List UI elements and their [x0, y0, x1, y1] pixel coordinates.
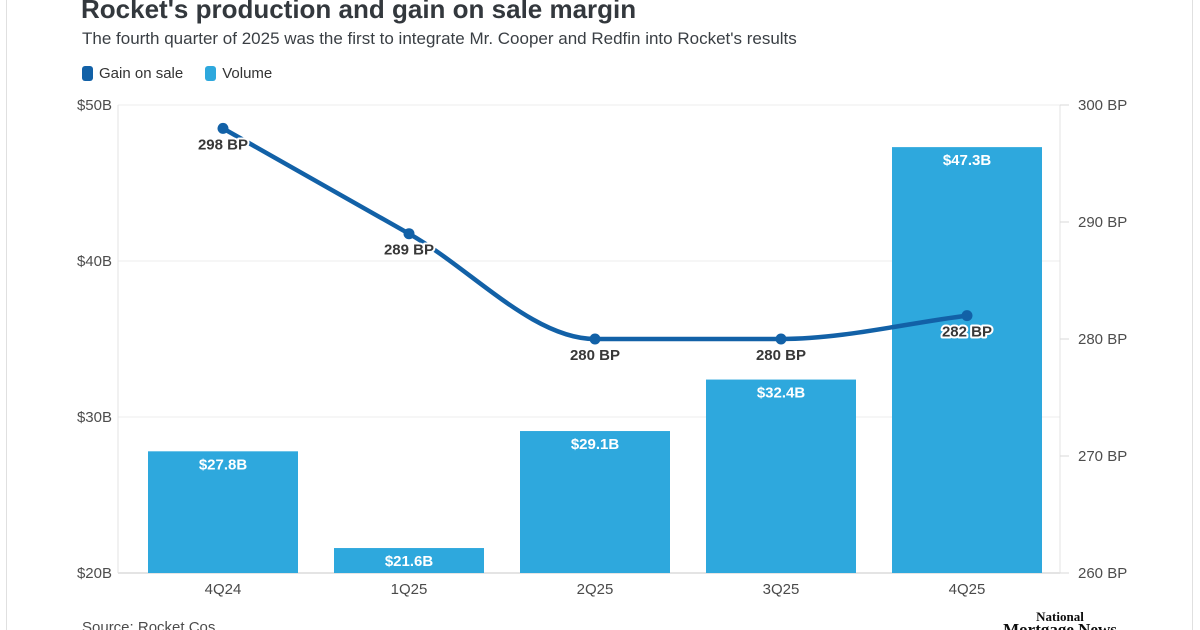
volume-bar [706, 379, 856, 573]
card-left-border [6, 0, 7, 630]
legend-label-volume: Volume [222, 65, 273, 82]
publisher-logo-line2: Mortgage News [1003, 620, 1117, 630]
x-axis-category-label: 4Q25 [949, 581, 986, 598]
gain-on-sale-point [589, 333, 601, 345]
x-axis-category-label: 3Q25 [763, 581, 800, 598]
gain-on-sale-point [961, 310, 973, 322]
left-axis-tick-label: $50B [77, 97, 112, 114]
legend-item-gain-on-sale: Gain on sale [82, 65, 183, 82]
line-value-label: 289 BP [384, 242, 434, 259]
legend-swatch-gain-on-sale [82, 66, 93, 81]
legend-label-gain-on-sale: Gain on sale [99, 65, 184, 82]
volume-bar [520, 431, 670, 573]
left-axis-tick-label: $40B [77, 253, 112, 270]
publisher-logo-line1: National [1036, 609, 1084, 624]
bar-value-label: $47.3B [943, 152, 992, 169]
card-right-border [1192, 0, 1193, 630]
volume-bar [892, 147, 1042, 573]
gain-on-sale-point [403, 228, 415, 240]
volume-bar [148, 451, 298, 573]
bar-value-label: $27.8B [199, 456, 248, 473]
x-axis-category-label: 2Q25 [577, 581, 614, 598]
line-value-label: 298 BP [198, 136, 248, 153]
source-text: Source: Rocket Cos. [82, 619, 220, 630]
line-value-label: 280 BP [570, 347, 620, 364]
gain-on-sale-point [217, 122, 229, 134]
bar-value-label: $29.1B [571, 436, 620, 453]
chart-subtitle: The fourth quarter of 2025 was the first… [82, 29, 797, 48]
chart-legend: Gain on sale Volume [82, 65, 272, 82]
right-axis-tick-label: 260 BP [1078, 565, 1127, 582]
gain-on-sale-point [775, 333, 787, 345]
gain-on-sale-line [220, 126, 970, 342]
chart-title: Rocket's production and gain on sale mar… [81, 0, 637, 24]
legend-item-volume: Volume [205, 65, 272, 82]
right-axis-tick-label: 280 BP [1078, 331, 1127, 348]
bar-value-label: $21.6B [385, 553, 434, 570]
volume-bar [334, 548, 484, 573]
legend-swatch-volume [205, 66, 217, 81]
line-value-label: 280 BP [756, 347, 806, 364]
x-axis-category-label: 4Q24 [205, 581, 242, 598]
left-axis-tick-label: $30B [77, 409, 112, 426]
left-axis-tick-label: $20B [77, 565, 112, 582]
x-axis-category-label: 1Q25 [391, 581, 428, 598]
right-axis-tick-label: 300 BP [1078, 97, 1127, 114]
line-value-label: 282 BP [942, 324, 992, 341]
right-axis-tick-label: 270 BP [1078, 448, 1127, 465]
right-axis-tick-label: 290 BP [1078, 214, 1127, 231]
publisher-logo: National Mortgage News [1000, 610, 1120, 630]
bar-value-label: $32.4B [757, 385, 806, 402]
